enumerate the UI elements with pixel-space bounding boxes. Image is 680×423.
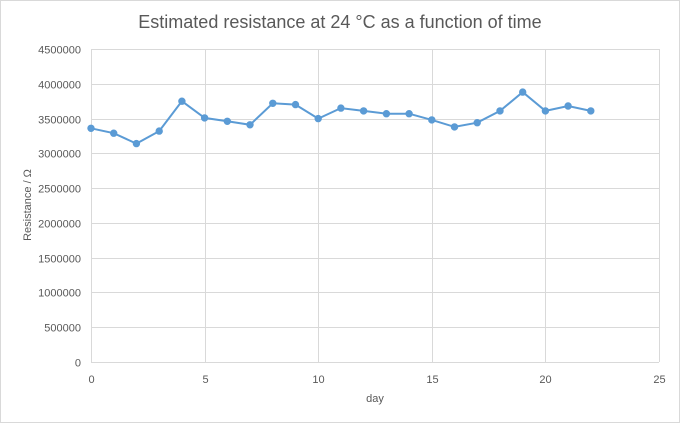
data-point[interactable] <box>496 107 504 115</box>
data-point[interactable] <box>382 110 391 118</box>
y-tick-label: 3500000 <box>38 115 81 127</box>
series-line <box>90 90 592 145</box>
data-point[interactable] <box>541 107 550 115</box>
data-point[interactable] <box>519 88 527 96</box>
data-point[interactable] <box>155 127 163 135</box>
data-point[interactable] <box>132 139 141 148</box>
x-tick-label: 20 <box>539 374 551 386</box>
data-point[interactable] <box>450 123 459 131</box>
chart-title: Estimated resistance at 24 °C as a funct… <box>138 12 541 32</box>
tick-labels: 0 500000 1000000 1500000 2000000 2500000 30000… <box>38 45 665 387</box>
x-tick-label: 5 <box>202 374 208 386</box>
x-tick-label: 15 <box>426 374 438 386</box>
data-point[interactable] <box>200 114 209 122</box>
x-axis-label: day <box>366 393 384 405</box>
y-tick-label: 500000 <box>44 323 81 335</box>
x-tick-label: 0 <box>88 374 94 386</box>
data-point[interactable] <box>87 124 95 133</box>
data-point[interactable] <box>337 104 345 112</box>
data-point[interactable] <box>291 100 300 109</box>
data-point[interactable] <box>359 107 368 115</box>
x-tick-label: 25 <box>653 374 665 386</box>
series <box>87 88 595 148</box>
y-tick-label: 4000000 <box>38 80 81 92</box>
y-tick-label: 1500000 <box>38 254 81 266</box>
data-point[interactable] <box>110 129 118 137</box>
data-point[interactable] <box>428 116 436 124</box>
y-tick-label: 0 <box>75 358 81 370</box>
gridlines <box>91 49 660 363</box>
data-point[interactable] <box>473 119 481 127</box>
data-point[interactable] <box>587 107 595 115</box>
y-tick-label: 4500000 <box>38 45 81 57</box>
y-tick-label: 2000000 <box>38 219 81 231</box>
data-point[interactable] <box>246 121 254 129</box>
data-point[interactable] <box>564 102 572 110</box>
data-point[interactable] <box>405 110 413 118</box>
y-tick-label: 2500000 <box>38 184 81 196</box>
data-point[interactable] <box>314 114 322 123</box>
y-tick-label: 3000000 <box>38 149 81 161</box>
data-point[interactable] <box>178 97 186 105</box>
y-tick-label: 1000000 <box>38 288 81 300</box>
y-axis-label: Resistance / Ω <box>22 169 34 241</box>
data-point[interactable] <box>223 117 232 126</box>
data-point[interactable] <box>269 99 277 108</box>
x-tick-label: 10 <box>312 374 324 386</box>
